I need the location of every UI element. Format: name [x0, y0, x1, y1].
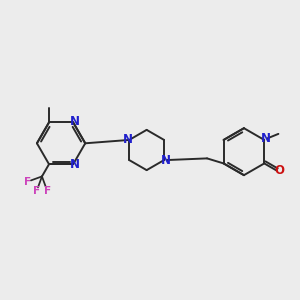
- Text: F: F: [24, 177, 31, 187]
- Text: N: N: [70, 115, 80, 128]
- Text: N: N: [160, 154, 170, 167]
- Text: N: N: [123, 133, 133, 146]
- Text: F: F: [33, 186, 40, 196]
- Text: N: N: [70, 158, 80, 171]
- Text: F: F: [44, 186, 51, 196]
- Text: O: O: [274, 164, 284, 177]
- Text: N: N: [261, 132, 271, 146]
